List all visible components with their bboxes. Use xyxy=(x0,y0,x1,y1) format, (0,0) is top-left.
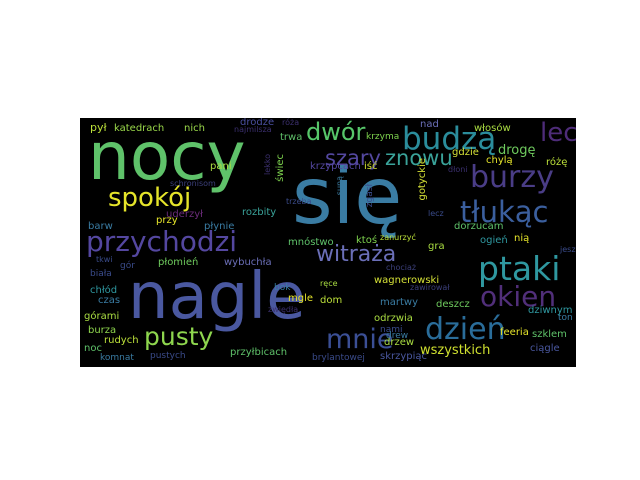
word-krzypcach: krzypcach xyxy=(310,161,361,172)
word-dziwnym: dziwnym xyxy=(528,305,573,316)
word-okien: okien xyxy=(480,280,557,313)
word-dwor: dwór xyxy=(306,118,366,146)
word-chlod: chłód xyxy=(90,285,118,296)
word-trzeba: trzeba xyxy=(286,197,312,206)
word-burzy: burzy xyxy=(470,160,554,195)
word-deszcz: deszcz xyxy=(436,299,470,310)
word-spokoj: spokój xyxy=(108,183,192,213)
word-odrzwia: odrzwia xyxy=(374,313,413,324)
word-komnat: komnat xyxy=(100,353,134,363)
word-zgasl: zgasł xyxy=(365,184,375,208)
word-chociaz: chociaż xyxy=(386,263,417,272)
word-czas: czas xyxy=(98,295,121,306)
word-nagle: nagle xyxy=(128,260,306,334)
word-pani: pani xyxy=(210,161,232,172)
word-drzew: drzew xyxy=(384,337,415,348)
word-pyl: pył xyxy=(90,121,107,134)
word-lecz: lecz xyxy=(428,209,444,218)
word-lekko: lekko xyxy=(263,154,272,176)
word-sie: się xyxy=(292,152,403,242)
word-wybuchla: wybuchła xyxy=(224,257,272,268)
word-droge: drogę xyxy=(498,143,536,158)
word-ptaki: ptaki xyxy=(478,249,561,288)
word-gorami: górami xyxy=(84,311,120,322)
word-plomien: płomień xyxy=(158,257,199,268)
word-lece: lecę xyxy=(540,118,576,148)
word-najmilsza: najmilsza xyxy=(234,125,272,134)
word-brylantowej: brylantowej xyxy=(312,353,365,363)
word-gdzie: gdzie xyxy=(452,147,479,158)
word-wszystkich: wszystkich xyxy=(420,343,491,358)
word-roze: różę xyxy=(546,157,568,168)
word-budza: budzą xyxy=(402,121,497,157)
word-biala: biała xyxy=(90,269,112,279)
word-roza: róża xyxy=(282,118,300,127)
word-przy: przy xyxy=(156,215,178,226)
word-rudych: rudych xyxy=(104,335,139,346)
word-burza: burza xyxy=(88,325,117,336)
word-wagnerowski: wagnerowski xyxy=(374,275,440,286)
word-witraza: witraża xyxy=(316,242,397,267)
word-isc: iść xyxy=(364,161,378,172)
word-skrzypiac: skrzypiąc xyxy=(380,351,428,362)
word-szklem: szklem xyxy=(532,329,567,340)
word-pustych: pustych xyxy=(150,351,186,361)
word-uderzyl: uderzył xyxy=(166,209,203,220)
word-ton: ton xyxy=(558,313,573,323)
word-swiec: świec xyxy=(275,154,286,182)
word-znowu: znowu xyxy=(385,146,453,170)
word-tkwi: tkwi xyxy=(96,255,113,264)
word-bok: bok xyxy=(274,283,291,293)
word-rozbity: rozbity xyxy=(242,207,277,218)
word-przylbicach: przyłbicach xyxy=(230,347,288,358)
word-nami: nami xyxy=(380,325,403,335)
word-noc: noc xyxy=(84,343,102,354)
word-drew: drew xyxy=(386,331,409,341)
word-ktos: ktoś xyxy=(356,235,378,246)
word-gor: gór xyxy=(120,261,135,271)
word-rece: ręce xyxy=(320,279,338,288)
word-nich: nich xyxy=(184,123,205,134)
word-dorzucam: dorzucam xyxy=(454,221,504,232)
word-pusty: pusty xyxy=(144,322,214,351)
word-nad: nad xyxy=(420,119,439,130)
word-jeszcze: jeszcze xyxy=(560,245,576,254)
word-zawirowal: zawirował xyxy=(410,283,450,292)
word-nocy: nocy xyxy=(88,118,246,195)
word-schronisom: schronisom xyxy=(170,179,216,188)
word-mnie: mnie xyxy=(326,324,394,355)
word-zanurzyc: zanurzyć xyxy=(380,233,416,242)
word-przychodzi: przychodzi xyxy=(86,225,238,258)
word-szary: szary xyxy=(325,146,381,170)
word-katedrach: katedrach xyxy=(114,123,165,134)
word-dzien: dzień xyxy=(425,312,506,347)
word-dloni: dłoni xyxy=(448,165,468,174)
word-krzyma: krzyma xyxy=(366,132,400,142)
word-gra: gra xyxy=(428,241,445,252)
word-barw: barw xyxy=(88,221,113,232)
word-suna: suną xyxy=(335,176,344,196)
word-cloud: nagle się nocy przychodzi budzą burzy tł… xyxy=(80,118,576,367)
word-ciagle: ciągle xyxy=(530,343,560,354)
word-feeria: feeria xyxy=(500,327,529,338)
word-zwiedla: zwiędła xyxy=(268,305,299,314)
word-mgle: mgle xyxy=(288,293,314,304)
word-mnostwo: mnóstwo xyxy=(288,237,334,248)
word-dom: dom xyxy=(320,295,343,306)
word-nia: nią xyxy=(514,233,530,244)
word-plynie: płynie xyxy=(204,221,235,232)
word-trwa: trwa xyxy=(280,132,303,143)
word-martwy: martwy xyxy=(380,297,418,308)
word-wlosow: włosów xyxy=(474,123,511,134)
word-ogien: ogień xyxy=(480,235,508,246)
word-gotyckie: gotyckie xyxy=(417,158,428,201)
word-tlukac: tłukąc xyxy=(460,195,549,229)
word-drodze: drodze xyxy=(240,118,275,128)
word-chyla: chylą xyxy=(486,155,513,166)
